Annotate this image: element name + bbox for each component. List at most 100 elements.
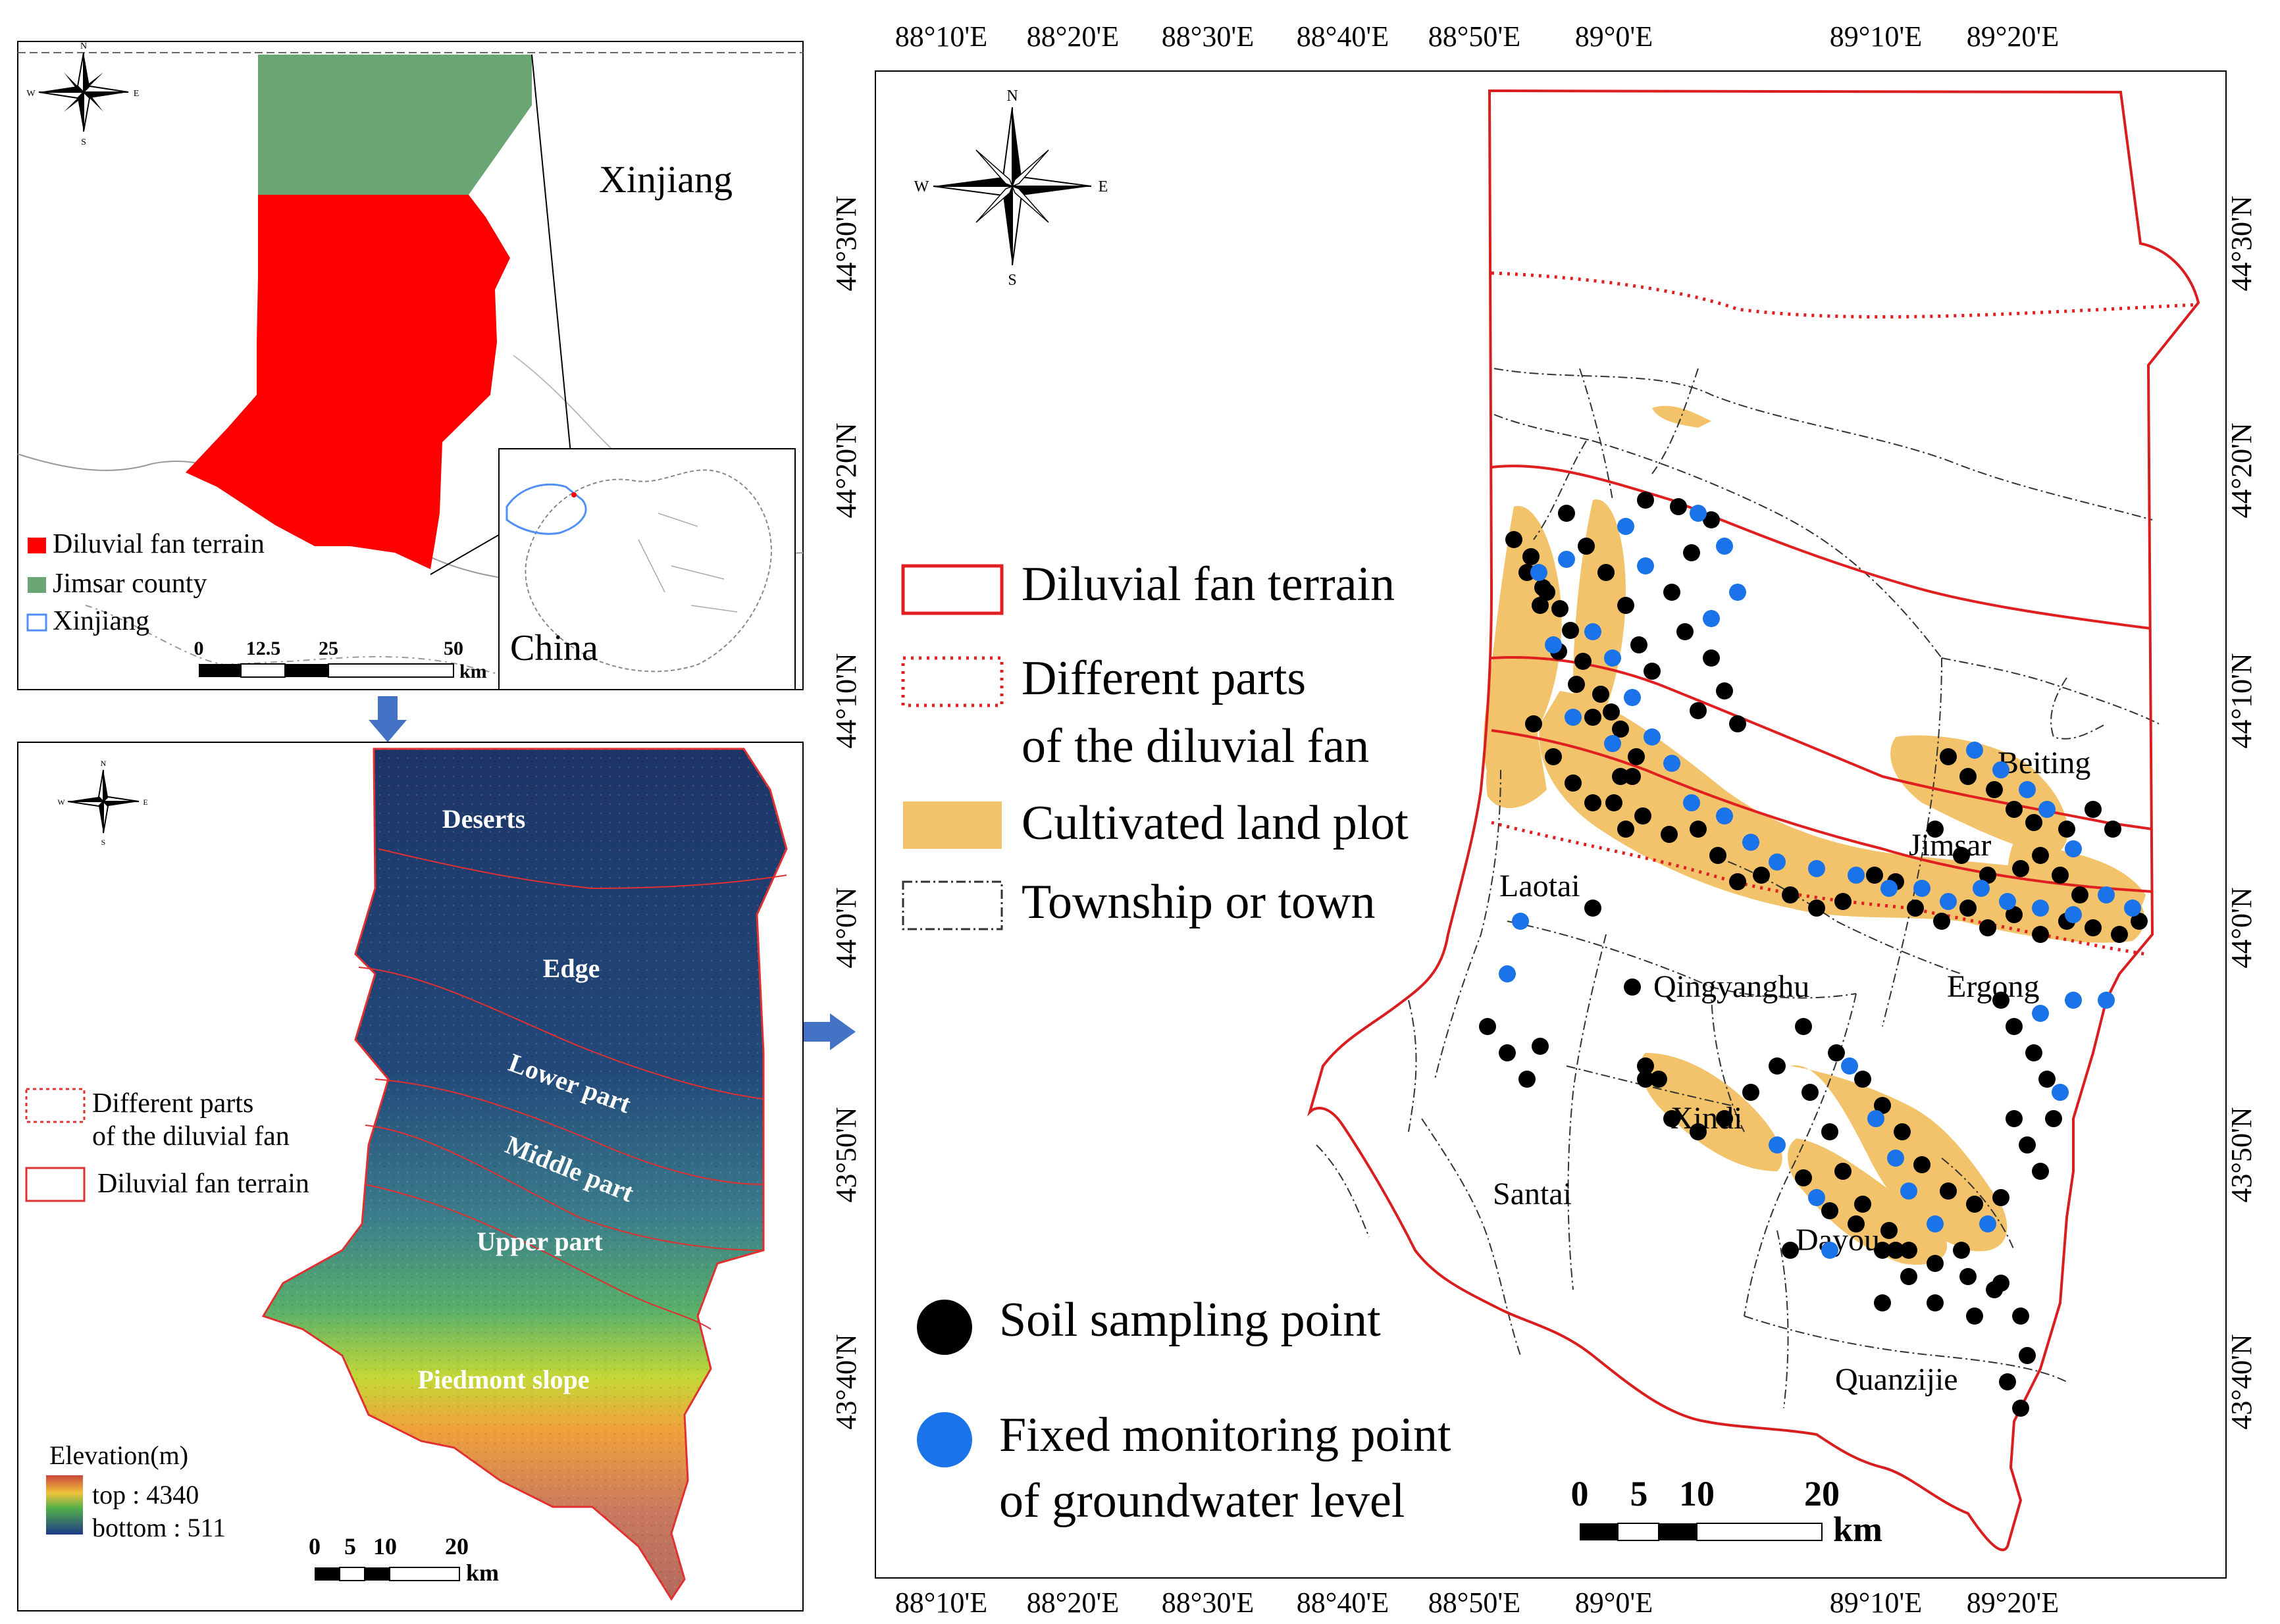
soil-sampling-point: [1821, 1123, 1838, 1140]
arrow-right-icon: [800, 1013, 856, 1050]
legend-label-soil-sampling: Soil sampling point: [999, 1293, 1381, 1347]
soil-sampling-point: [1992, 1189, 2009, 1206]
zone-label-upper-part: Upper part: [477, 1227, 603, 1256]
soil-sampling-point: [2052, 867, 2069, 884]
longitude-labels: 88°10'E 88°20'E 88°30'E 88°40'E 88°50'E …: [895, 20, 2059, 1619]
soil-sampling-point: [1518, 564, 1536, 581]
soil-sampling-point: [1854, 1196, 1871, 1213]
legend-label-monitoring: Fixed monitoring point: [999, 1408, 1451, 1462]
china-outline: [525, 469, 772, 672]
lon-label-bottom: 89°10'E: [1830, 1586, 1922, 1619]
soil-sampling-point: [1670, 498, 1687, 515]
lat-label-right: 43°40'N: [2225, 1334, 2258, 1429]
soil-sampling-point: [1663, 1110, 1680, 1127]
soil-sampling-point: [1927, 1294, 1944, 1311]
soil-sampling-point: [1801, 1084, 1819, 1101]
soil-sampling-point: [2006, 801, 2023, 818]
monitoring-point: [2032, 900, 2049, 917]
soil-sampling-point: [1676, 623, 1694, 640]
town-label-jimsar: Jimsar: [1909, 828, 1991, 863]
south-label: S: [1008, 272, 1016, 289]
elevation-top-label: top : 4340: [92, 1480, 199, 1510]
monitoring-point: [1973, 880, 1990, 897]
soil-sampling-point: [2006, 906, 2023, 923]
lon-label-top: 88°50'E: [1428, 20, 1520, 53]
arrow-down-icon: [369, 696, 407, 742]
soil-sampling-point: [1900, 1242, 1917, 1259]
soil-sampling-point: [1709, 847, 1726, 864]
zone-label-deserts: Deserts: [442, 804, 526, 834]
soil-sampling-point: [1612, 721, 1629, 738]
monitoring-point: [2038, 801, 2056, 818]
scale-tick: 12.5: [246, 638, 281, 659]
east-label: E: [143, 798, 147, 807]
lon-label-top: 88°20'E: [1027, 20, 1119, 53]
soil-sampling-point: [1729, 873, 1746, 890]
west-label: W: [914, 178, 929, 195]
soil-sampling-point: [1979, 867, 1996, 884]
monitoring-point: [2098, 886, 2115, 903]
soil-sampling-point: [1742, 1084, 1759, 1101]
panel-c-sampling-map: 88°10'E 88°20'E 88°30'E 88°40'E 88°50'E …: [830, 20, 2258, 1619]
scale-unit: km: [459, 661, 487, 682]
lat-label-left: 44°0'N: [830, 887, 862, 968]
legend-swatch-diluvial: [901, 564, 1004, 615]
monitoring-point: [1979, 1215, 1996, 1232]
soil-sampling-point: [1565, 774, 1582, 792]
lon-label-bottom: 89°0'E: [1575, 1586, 1653, 1619]
panel-b-scale-bar: 0 5 10 20 km: [309, 1533, 499, 1586]
legend-label-diluvial: Diluvial fan terrain: [1022, 557, 1395, 611]
scale-tick: 25: [319, 638, 338, 659]
scale-unit: km: [466, 1560, 499, 1586]
soil-sampling-point: [1562, 622, 1579, 639]
soil-sampling-point: [1940, 748, 1957, 765]
lon-label-bottom: 88°50'E: [1428, 1586, 1520, 1619]
lon-label-top: 88°40'E: [1297, 20, 1389, 53]
soil-sampling-point: [1624, 978, 1641, 996]
soil-sampling-point: [1880, 1222, 1898, 1239]
monitoring-point: [1545, 636, 1562, 653]
monitoring-point: [1729, 584, 1746, 601]
compass-icon: N S W E: [914, 88, 1108, 289]
soil-sampling-point: [1992, 1275, 2009, 1292]
lat-label-left: 44°20'N: [830, 422, 862, 518]
soil-sampling-point: [1603, 703, 1620, 721]
soil-sampling-point: [1953, 1242, 1970, 1259]
legend-swatch-parts: [25, 1088, 86, 1123]
soil-sampling-point: [2019, 1347, 2036, 1364]
lat-label-right: 44°20'N: [2225, 422, 2258, 518]
monitoring-point: [2019, 781, 2036, 798]
legend-swatch-diluvial: [28, 538, 46, 553]
monitoring-point: [1940, 893, 1957, 910]
soil-sampling-point: [2071, 886, 2088, 903]
town-label-santai: Santai: [1493, 1177, 1572, 1211]
soil-sampling-point: [1518, 1071, 1536, 1088]
lat-label-left: 43°40'N: [830, 1334, 862, 1429]
south-label: S: [101, 838, 106, 847]
soil-sampling-point: [1690, 821, 1707, 838]
lat-label-left: 44°30'N: [830, 195, 862, 291]
soil-sampling-point: [2012, 1307, 2029, 1325]
west-label: W: [57, 798, 65, 807]
soil-sampling-point: [1637, 1057, 1654, 1075]
legend-swatch-diluvial: [25, 1167, 86, 1202]
soil-sampling-point: [2032, 1163, 2049, 1180]
latitude-labels: 44°30'N 44°20'N 44°10'N 44°0'N 43°50'N 4…: [830, 195, 2258, 1429]
legend-label-township: Township or town: [1022, 875, 1375, 929]
panel-a-scale-bar: 0 12.5 25 50 km: [194, 638, 487, 682]
town-label-quanzijie: Quanzijie: [1835, 1362, 1958, 1397]
soil-sampling-point: [1999, 1373, 2016, 1390]
soil-sampling-point: [1630, 636, 1647, 653]
legend-label-cultivated: Cultivated land plot: [1022, 796, 1409, 850]
lon-label-bottom: 88°20'E: [1027, 1586, 1119, 1619]
soil-sampling-point: [1661, 826, 1678, 843]
monitoring-point: [1867, 1110, 1884, 1127]
panel-c-scale-bar: 0 5 10 20 km: [1571, 1474, 1883, 1549]
fan-part-boundaries: [1491, 271, 2198, 956]
soil-sampling-point: [1612, 768, 1629, 785]
soil-sampling-point: [1769, 1057, 1786, 1075]
soil-sampling-point: [1703, 649, 1720, 667]
monitoring-point: [2032, 1005, 2049, 1022]
soil-sampling-point: [1716, 682, 1733, 699]
